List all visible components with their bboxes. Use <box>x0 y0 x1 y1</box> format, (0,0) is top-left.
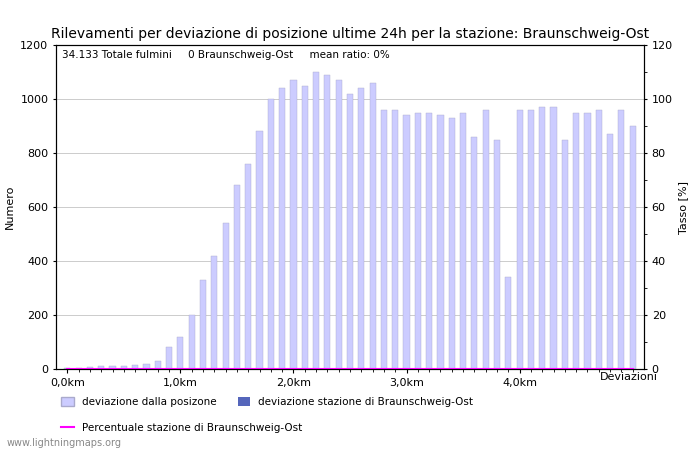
Legend: Percentuale stazione di Braunschweig-Ost: Percentuale stazione di Braunschweig-Ost <box>61 423 302 433</box>
Bar <box>324 75 330 369</box>
Text: Deviazioni: Deviazioni <box>600 372 658 382</box>
Bar <box>302 86 308 369</box>
Bar <box>109 366 116 369</box>
Bar <box>618 110 624 369</box>
Bar <box>144 364 150 369</box>
Bar <box>211 256 218 369</box>
Bar <box>335 80 342 369</box>
Bar <box>155 361 161 369</box>
Bar <box>505 277 512 369</box>
Bar <box>528 110 534 369</box>
Bar <box>313 72 319 369</box>
Y-axis label: Numero: Numero <box>5 185 15 229</box>
Bar <box>279 88 286 369</box>
Bar <box>460 112 466 369</box>
Bar <box>494 140 500 369</box>
Bar <box>223 223 229 369</box>
Bar <box>392 110 398 369</box>
Text: 34.133 Totale fulmini     0 Braunschweig-Ost     mean ratio: 0%: 34.133 Totale fulmini 0 Braunschweig-Ost… <box>62 50 390 60</box>
Bar <box>449 118 455 369</box>
Bar <box>98 366 104 369</box>
Bar <box>64 368 71 369</box>
Bar <box>177 337 183 369</box>
Bar <box>550 107 556 369</box>
Bar <box>87 367 93 369</box>
Bar <box>403 115 410 369</box>
Bar <box>584 112 591 369</box>
Bar <box>381 110 387 369</box>
Bar <box>267 99 274 369</box>
Bar <box>438 115 444 369</box>
Bar <box>573 112 580 369</box>
Bar <box>370 83 376 369</box>
Bar <box>256 131 262 369</box>
Bar <box>166 347 172 369</box>
Bar <box>120 366 127 369</box>
Bar <box>188 315 195 369</box>
Bar <box>358 88 365 369</box>
Y-axis label: Tasso [%]: Tasso [%] <box>678 180 688 234</box>
Bar <box>290 80 297 369</box>
Bar <box>347 94 353 369</box>
Bar <box>596 110 602 369</box>
Text: www.lightningmaps.org: www.lightningmaps.org <box>7 437 122 447</box>
Bar <box>517 110 523 369</box>
Bar <box>539 107 545 369</box>
Bar <box>607 134 613 369</box>
Bar <box>482 110 489 369</box>
Title: Rilevamenti per deviazione di posizione ultime 24h per la stazione: Braunschweig: Rilevamenti per deviazione di posizione … <box>51 27 649 41</box>
Bar <box>471 137 477 369</box>
Bar <box>132 365 139 369</box>
Bar <box>629 126 636 369</box>
Bar <box>561 140 568 369</box>
Bar <box>414 112 421 369</box>
Bar <box>426 112 433 369</box>
Bar <box>234 185 240 369</box>
Bar <box>200 280 206 369</box>
Bar <box>76 368 82 369</box>
Bar <box>245 164 251 369</box>
